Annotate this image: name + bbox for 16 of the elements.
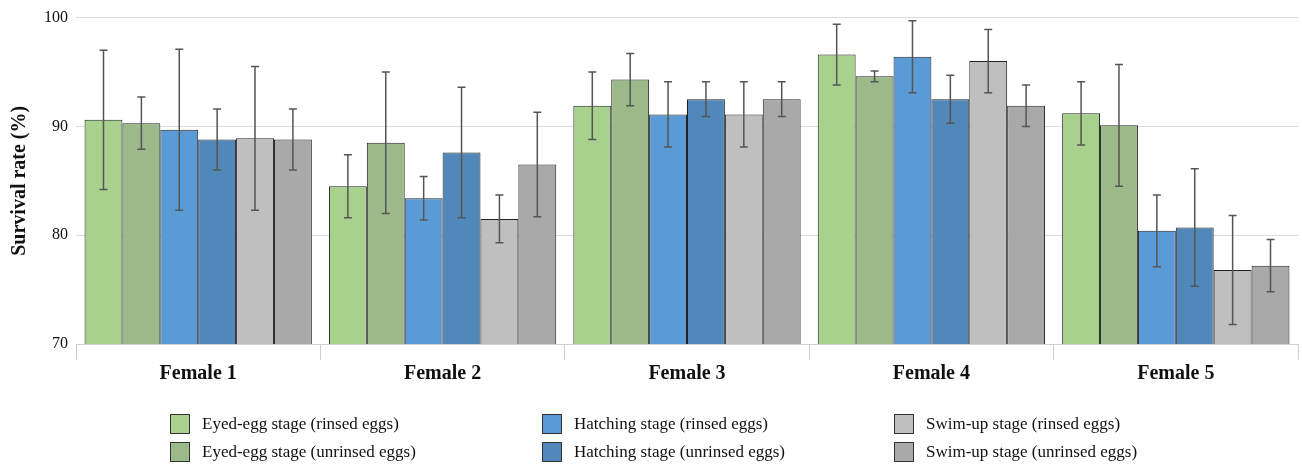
legend-label: Swim-up stage (unrinsed eggs) <box>926 442 1138 462</box>
legend-label: Swim-up stage (rinsed eggs) <box>926 414 1121 434</box>
x-tick-label: Female 4 <box>892 361 970 384</box>
legend-label: Eyed-egg stage (rinsed eggs) <box>202 414 399 434</box>
y-tick-label: 90 <box>52 116 68 134</box>
y-axis-title: Survival rate (%) <box>7 105 31 256</box>
x-tick-label: Female 5 <box>1137 361 1215 384</box>
x-tick-label: Female 2 <box>404 361 482 384</box>
x-tick-label: Female 1 <box>159 361 237 384</box>
legend-label: Eyed-egg stage (unrinsed eggs) <box>202 442 416 462</box>
y-tick-label: 70 <box>52 334 68 352</box>
x-tick-label: Female 3 <box>648 361 726 384</box>
legend-label: Hatching stage (rinsed eggs) <box>574 414 769 434</box>
y-tick-label: 80 <box>52 225 68 243</box>
legend-label: Hatching stage (unrinsed eggs) <box>574 442 786 462</box>
y-tick-label: 100 <box>44 7 68 25</box>
